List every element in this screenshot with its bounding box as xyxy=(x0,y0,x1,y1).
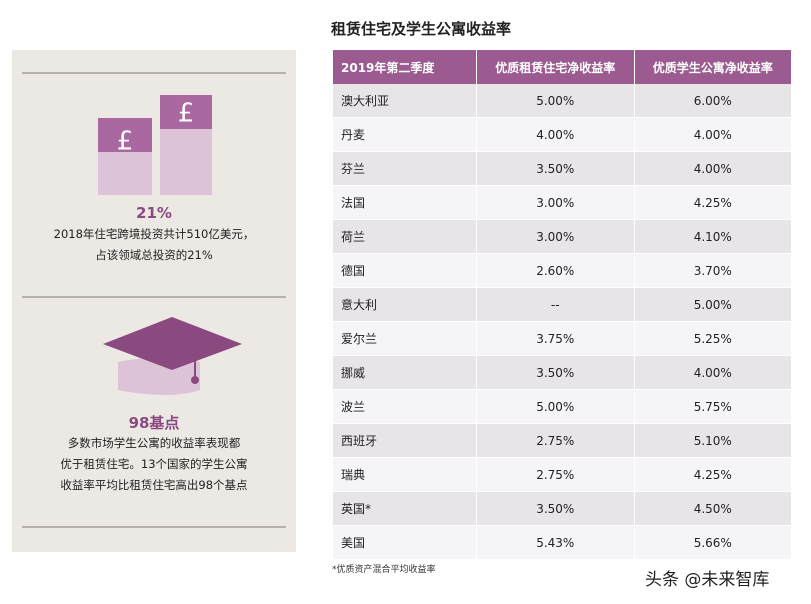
yield-cell: 6.00% xyxy=(634,84,791,118)
country-cell: 意大利 xyxy=(333,288,476,322)
yield-cell: 4.00% xyxy=(634,356,791,390)
country-cell: 德国 xyxy=(333,254,476,288)
country-cell: 荷兰 xyxy=(333,220,476,254)
yield-cell: 3.50% xyxy=(477,492,634,526)
yield-cell: 4.25% xyxy=(634,186,791,220)
watermark: 头条 @未来智库 xyxy=(645,570,770,590)
table-row: 挪威 3.50% 4.00% xyxy=(333,356,791,390)
yield-cell: 3.75% xyxy=(477,322,634,356)
footnote: *优质资产混合平均收益率 xyxy=(332,565,436,575)
yield-cell: 3.00% xyxy=(477,220,634,254)
table-row: 法国 3.00% 4.25% xyxy=(333,186,791,220)
yield-cell: 3.00% xyxy=(477,186,634,220)
text-line: 收益率平均比租赁住宅高出98个基点 xyxy=(60,478,248,492)
table-title: 租赁住宅及学生公寓收益率 xyxy=(331,20,512,38)
yield-cell: 5.00% xyxy=(477,84,634,118)
stat-text: 2018年住宅跨境投资共计510亿美元， 占该领域总投资的21% xyxy=(12,224,296,266)
country-cell: 瑞典 xyxy=(333,458,476,492)
yield-cell: 5.00% xyxy=(477,390,634,424)
yield-cell: 5.43% xyxy=(477,526,634,560)
country-cell: 西班牙 xyxy=(333,424,476,458)
divider xyxy=(22,526,286,528)
yield-cell: 4.25% xyxy=(634,458,791,492)
yield-cell: 5.75% xyxy=(634,390,791,424)
yield-cell: 2.60% xyxy=(477,254,634,288)
column-header: 2019年第二季度 xyxy=(333,50,476,84)
divider xyxy=(22,72,286,74)
text-line: 优于租赁住宅。13个国家的学生公寓 xyxy=(60,457,248,471)
table-row: 美国 5.43% 5.66% xyxy=(333,526,791,560)
table-row: 波兰 5.00% 5.75% xyxy=(333,390,791,424)
text-line: 多数市场学生公寓的收益率表现都 xyxy=(67,436,241,450)
stat-value: 21% xyxy=(136,204,172,222)
column-header: 优质租赁住宅净收益率 xyxy=(477,50,634,84)
table-row: 澳大利亚 5.00% 6.00% xyxy=(333,84,791,118)
country-cell: 丹麦 xyxy=(333,118,476,152)
yield-cell: 3.50% xyxy=(477,356,634,390)
table-row: 意大利 -- 5.00% xyxy=(333,288,791,322)
yield-cell: -- xyxy=(477,288,634,322)
yield-cell: 2.75% xyxy=(477,458,634,492)
country-cell: 爱尔兰 xyxy=(333,322,476,356)
table-row: 西班牙 2.75% 5.10% xyxy=(333,424,791,458)
divider xyxy=(22,296,286,298)
stat-text: 多数市场学生公寓的收益率表现都 优于租赁住宅。13个国家的学生公寓 收益率平均比租赁… xyxy=(12,433,296,496)
yield-cell: 5.66% xyxy=(634,526,791,560)
country-cell: 英国* xyxy=(333,492,476,526)
side-panel: £ £ 21% 2018年住宅跨境投资共计510亿美元， 占该领域总投资的21% … xyxy=(12,50,296,552)
yield-cell: 5.25% xyxy=(634,322,791,356)
table-row: 德国 2.60% 3.70% xyxy=(333,254,791,288)
text-line: 占该领域总投资的21% xyxy=(95,248,213,262)
svg-text:£: £ xyxy=(178,99,195,129)
country-cell: 芬兰 xyxy=(333,152,476,186)
country-cell: 波兰 xyxy=(333,390,476,424)
yield-cell: 4.00% xyxy=(477,118,634,152)
table-row: 瑞典 2.75% 4.25% xyxy=(333,458,791,492)
country-cell: 挪威 xyxy=(333,356,476,390)
pound-icon: £ £ xyxy=(98,95,212,195)
cap-icon xyxy=(103,317,242,395)
country-cell: 澳大利亚 xyxy=(333,84,476,118)
yield-table: 2019年第二季度 优质租赁住宅净收益率 优质学生公寓净收益率 澳大利亚 5.00% 6.… xyxy=(332,50,792,560)
yield-cell: 3.50% xyxy=(477,152,634,186)
country-cell: 美国 xyxy=(333,526,476,560)
yield-cell: 3.70% xyxy=(634,254,791,288)
yield-cell: 4.50% xyxy=(634,492,791,526)
table-row: 爱尔兰 3.75% 5.25% xyxy=(333,322,791,356)
country-cell: 法国 xyxy=(333,186,476,220)
yield-cell: 4.00% xyxy=(634,118,791,152)
yield-cell: 5.10% xyxy=(634,424,791,458)
header-row: 2019年第二季度 优质租赁住宅净收益率 优质学生公寓净收益率 xyxy=(333,50,791,84)
yield-cell: 5.00% xyxy=(634,288,791,322)
table-row: 荷兰 3.00% 4.10% xyxy=(333,220,791,254)
table-row: 芬兰 3.50% 4.00% xyxy=(333,152,791,186)
table-row: 丹麦 4.00% 4.00% xyxy=(333,118,791,152)
yield-cell: 4.10% xyxy=(634,220,791,254)
yield-cell: 4.00% xyxy=(634,152,791,186)
stat-value: 98基点 xyxy=(128,414,180,432)
table-row: 英国* 3.50% 4.50% xyxy=(333,492,791,526)
svg-text:£: £ xyxy=(117,127,134,157)
yield-cell: 2.75% xyxy=(477,424,634,458)
column-header: 优质学生公寓净收益率 xyxy=(634,50,791,84)
text-line: 2018年住宅跨境投资共计510亿美元， xyxy=(53,227,255,241)
